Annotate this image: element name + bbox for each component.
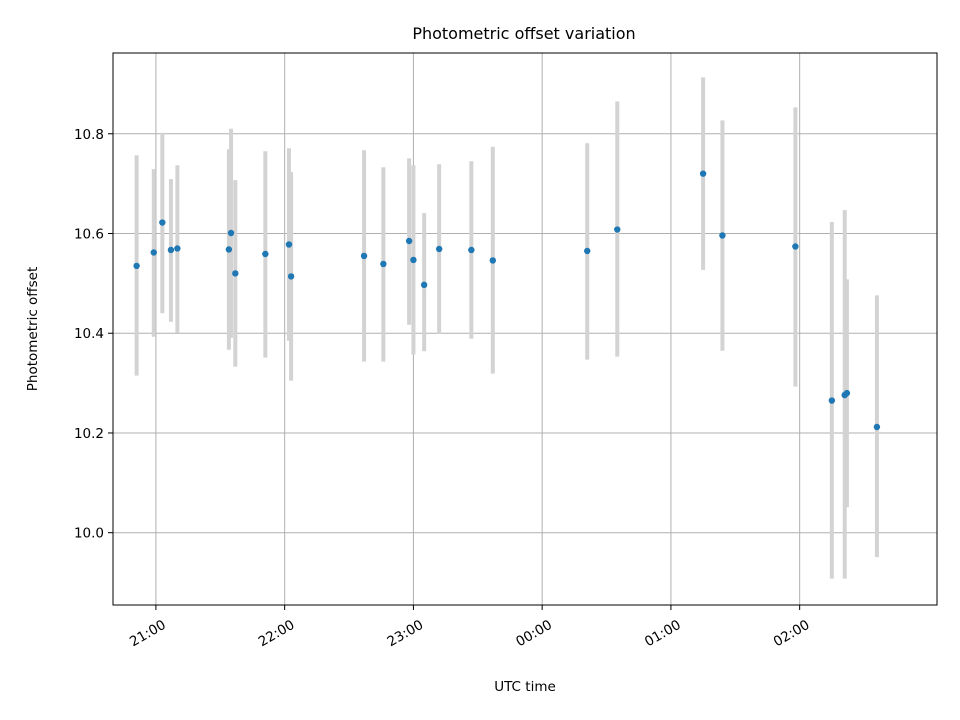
x-axis-ticks: 21:00 22:00 23:00 00:00 01:00 02:00 <box>127 605 812 650</box>
x-tick-label: 23:00 <box>385 617 427 650</box>
x-tick-label: 01:00 <box>642 617 684 650</box>
data-point <box>843 389 851 397</box>
x-tick-label: 00:00 <box>513 617 555 650</box>
plot-frame <box>112 52 938 606</box>
y-axis-ticks: 10.0 10.2 10.4 10.6 10.8 <box>74 127 113 542</box>
data-point <box>614 226 621 233</box>
data-point <box>150 249 157 256</box>
data-point <box>159 219 166 226</box>
x-axis-label: UTC time <box>494 679 556 695</box>
data-point <box>405 237 413 245</box>
y-axis-label: Photometric offset <box>25 267 41 391</box>
y-tick-label: 10.2 <box>74 426 104 442</box>
data-point <box>174 245 181 252</box>
x-tick-label: 22:00 <box>256 617 298 650</box>
x-tick-label: 21:00 <box>127 617 169 650</box>
data-point <box>584 247 591 255</box>
data-point <box>435 245 443 253</box>
x-tick-label: 02:00 <box>771 617 813 650</box>
chart-title: Photometric offset variation <box>412 24 635 43</box>
y-tick-label: 10.8 <box>74 127 104 143</box>
data-point <box>410 256 417 264</box>
data-point <box>380 260 387 268</box>
data-point <box>420 281 428 289</box>
data-point <box>167 246 175 254</box>
data-point <box>828 397 836 404</box>
data-point <box>719 232 726 239</box>
data-point <box>285 241 293 248</box>
data-point <box>232 270 239 277</box>
y-tick-label: 10.6 <box>74 227 104 243</box>
data-points <box>133 170 881 431</box>
data-point <box>262 250 269 258</box>
data-point <box>468 246 475 254</box>
error-bars <box>134 77 879 579</box>
grid-lines <box>113 53 937 605</box>
data-point <box>287 273 295 280</box>
data-point <box>360 252 368 260</box>
data-point <box>699 170 707 177</box>
data-point <box>133 262 140 270</box>
y-tick-label: 10.4 <box>74 326 104 342</box>
data-point <box>792 243 799 250</box>
data-point <box>225 246 233 253</box>
data-point <box>227 229 235 237</box>
data-point <box>873 423 881 431</box>
y-tick-label: 10.0 <box>74 526 104 542</box>
data-point <box>489 257 497 264</box>
